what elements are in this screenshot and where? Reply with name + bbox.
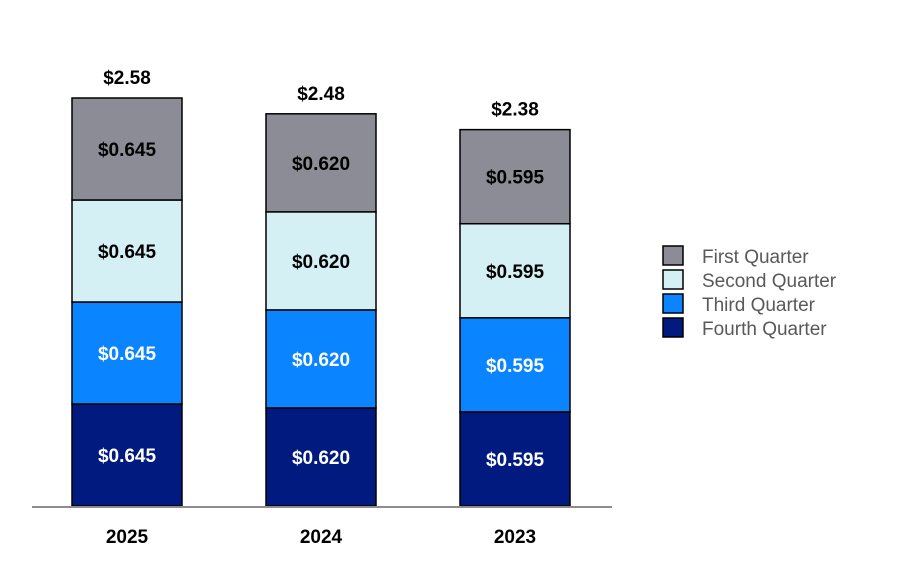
segment-label-fourth-quarter-2023: $0.595 xyxy=(486,450,545,471)
total-label-2024: $2.48 xyxy=(297,84,345,105)
legend-label-second-quarter: Second Quarter xyxy=(702,271,837,292)
bar-segment-third-quarter-2024 xyxy=(265,309,377,409)
legend-item-fourth-quarter: Fourth Quarter xyxy=(662,317,827,340)
bar-segment-second-quarter-2023 xyxy=(459,222,571,319)
segment-label-third-quarter-2024: $0.620 xyxy=(292,350,350,371)
legend: First Quarter Second Quarter Third Quarter… xyxy=(662,245,837,340)
bar-segment-fourth-quarter-2025 xyxy=(71,403,183,507)
segment-label-fourth-quarter-2024: $0.620 xyxy=(292,448,350,469)
bar-segment-first-quarter-2025 xyxy=(71,97,183,201)
x-tick-label-2025: 2025 xyxy=(106,527,149,548)
legend-swatch-first-quarter xyxy=(662,245,684,266)
segment-label-second-quarter-2025: $0.645 xyxy=(98,242,157,263)
legend-swatch-fourth-quarter xyxy=(662,317,684,338)
legend-item-second-quarter: Second Quarter xyxy=(662,269,837,292)
legend-label-third-quarter: Third Quarter xyxy=(702,295,816,316)
segment-label-fourth-quarter-2025: $0.645 xyxy=(98,446,157,467)
legend-label-fourth-quarter: Fourth Quarter xyxy=(702,319,827,340)
segment-label-third-quarter-2025: $0.645 xyxy=(98,344,157,365)
x-axis: 2025 2024 2023 xyxy=(32,506,612,548)
bar-segment-first-quarter-2023 xyxy=(459,128,571,225)
x-tick-label-2024: 2024 xyxy=(300,527,343,548)
segment-label-third-quarter-2023: $0.595 xyxy=(486,356,545,377)
segment-label-first-quarter-2025: $0.645 xyxy=(98,140,157,161)
legend-item-third-quarter: Third Quarter xyxy=(662,293,816,316)
bars-group: $0.645$0.645$0.645$0.645$2.58$0.620$0.62… xyxy=(71,68,571,507)
bar-segment-third-quarter-2023 xyxy=(459,317,571,413)
total-label-2025: $2.58 xyxy=(103,68,151,89)
bar-stack-2024: $0.620 $0.620 $0.620 $0.620 $2.48 xyxy=(265,84,377,507)
segment-label-second-quarter-2023: $0.595 xyxy=(486,262,545,283)
legend-label-first-quarter: First Quarter xyxy=(702,247,809,268)
bar-segment-second-quarter-2024 xyxy=(265,211,377,311)
segment-label-second-quarter-2024: $0.620 xyxy=(292,252,350,273)
segment-label-first-quarter-2024: $0.620 xyxy=(292,154,350,175)
bar-segment-third-quarter-2025 xyxy=(71,301,183,405)
legend-swatch-second-quarter xyxy=(662,269,684,290)
legend-swatch-third-quarter xyxy=(662,293,684,314)
legend-item-first-quarter: First Quarter xyxy=(662,245,809,268)
total-label-2023: $2.38 xyxy=(491,100,539,121)
bar-segment-first-quarter-2024 xyxy=(265,113,377,213)
bar-stack-2025: $0.645 $0.645 $0.645 $0.645 $2.58 xyxy=(71,68,183,507)
segment-label-first-quarter-2023: $0.595 xyxy=(486,168,545,189)
x-tick-label-2023: 2023 xyxy=(494,527,536,548)
bar-stack-2023: $0.595 $0.595 $0.595 $0.595 $2.38 xyxy=(459,100,571,507)
